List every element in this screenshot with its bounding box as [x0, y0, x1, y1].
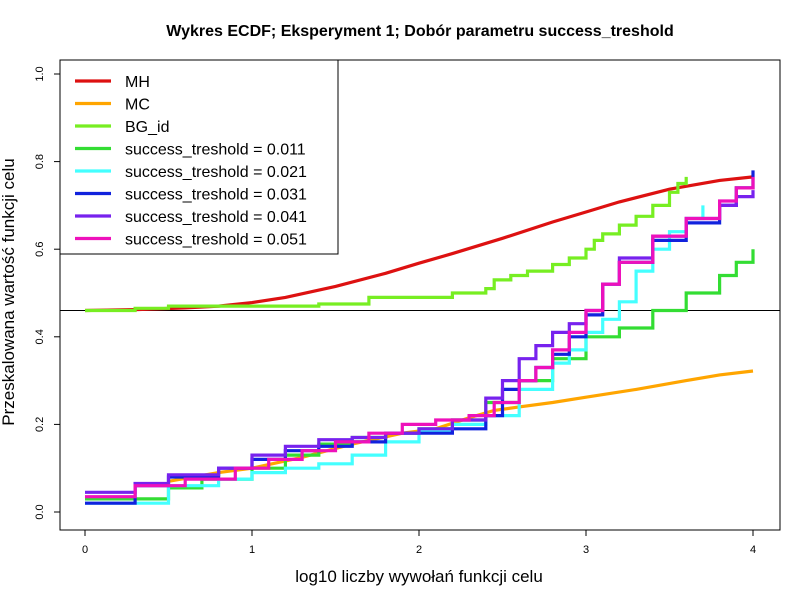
legend-item-label: success_treshold = 0.011: [125, 142, 306, 159]
y-tick-label: 0.2: [34, 417, 46, 432]
x-tick-label: 2: [416, 544, 422, 556]
x-tick-label: 4: [750, 544, 756, 556]
legend-item-label: MC: [125, 97, 150, 114]
legend: MH MC BG_id success_treshold = 0.011 success…: [59, 59, 339, 255]
series-line-7: [85, 176, 755, 499]
series-line-4: [85, 205, 705, 505]
legend-item-label: success_treshold = 0.021: [125, 164, 307, 181]
y-tick-label: 0.6: [34, 242, 46, 257]
y-tick-label: 0.4: [34, 329, 46, 344]
x-tick-label: 0: [82, 544, 88, 556]
x-axis: 0 1 2 3 4: [82, 529, 756, 556]
y-tick-label: 0.0: [34, 504, 46, 519]
legend-item-label: success_treshold = 0.041: [125, 209, 307, 226]
series-line-2: [85, 176, 688, 313]
legend-item-label: success_treshold = 0.031: [125, 187, 307, 204]
legend-box: [59, 59, 339, 255]
y-tick-label: 1.0: [34, 66, 46, 81]
legend-item-label: MH: [125, 74, 150, 91]
x-axis-label: log10 liczby wywołań funkcji celu: [295, 567, 543, 586]
chart-title: Wykres ECDF; Eksperyment 1; Dobór parame…: [166, 23, 673, 40]
x-tick-label: 3: [583, 544, 589, 556]
legend-item-label: BG_id: [125, 119, 169, 136]
x-tick-label: 1: [249, 544, 255, 556]
plot-area: [60, 170, 780, 505]
y-tick-label: 0.8: [34, 154, 46, 169]
y-axis-label: Przeskalowana wartość funkcji celu: [0, 158, 18, 425]
legend-item-label: success_treshold = 0.051: [125, 232, 307, 249]
